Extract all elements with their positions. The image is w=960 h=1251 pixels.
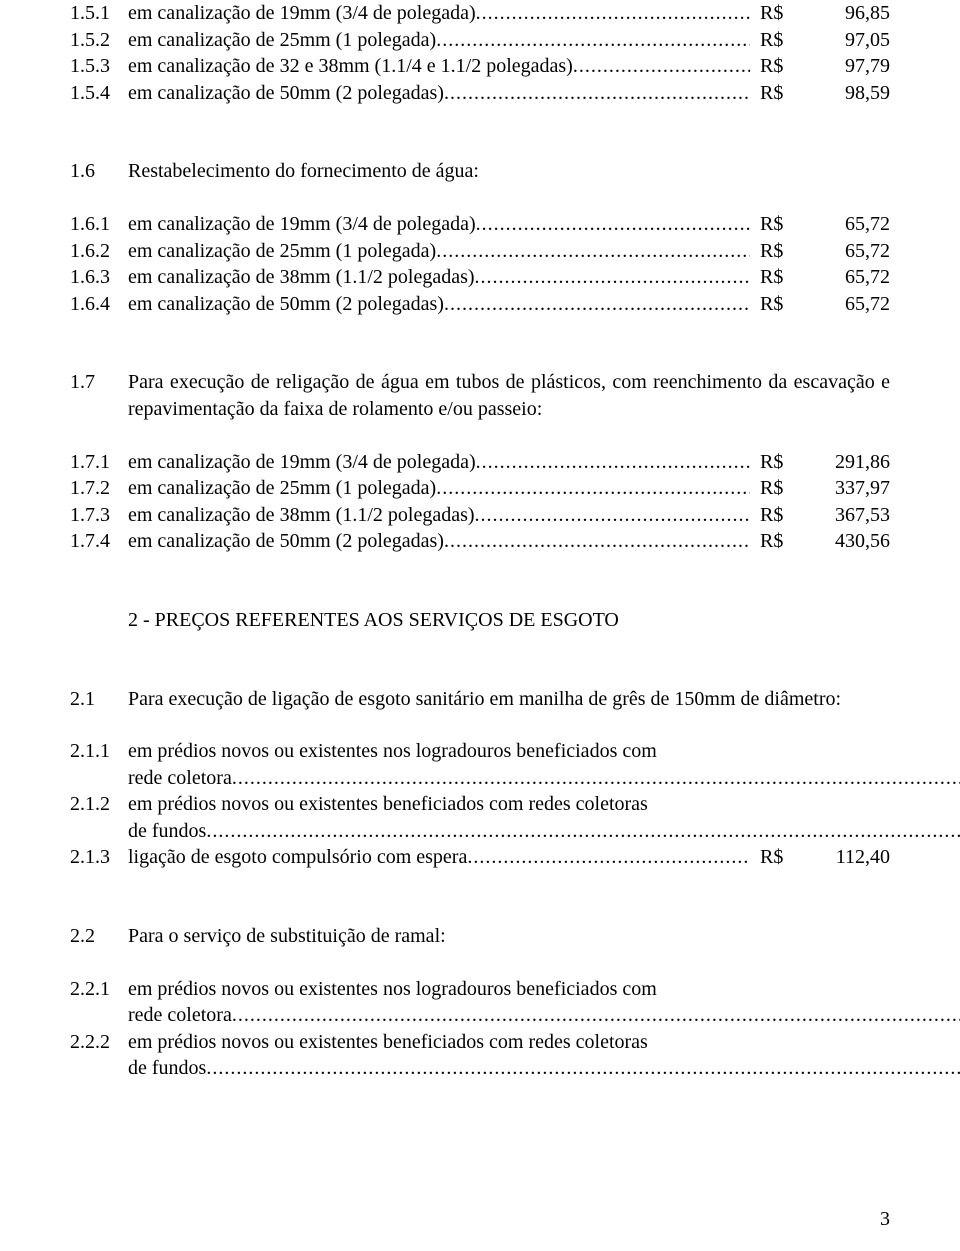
currency-label: R$ [750,211,810,238]
item-value: 97,05 [810,27,890,54]
item-desc: em canalização de 19mm (3/4 de polegada) [128,0,750,27]
section-heading: 2.1 Para execução de ligação de esgoto s… [70,686,890,713]
item-desc-line1: em prédios novos ou existentes beneficia… [128,791,960,818]
item-number: 1.5.2 [70,27,128,54]
item-number: 1.7.3 [70,502,128,529]
item-value: 98,59 [810,80,890,107]
price-row: 2.1.1 em prédios novos ou existentes nos… [70,738,890,791]
item-value: 65,72 [810,238,890,265]
price-row: 1.5.1 em canalização de 19mm (3/4 de pol… [70,0,890,27]
item-number: 1.6.4 [70,291,128,318]
price-row: 1.5.2 em canalização de 25mm (1 polegada… [70,27,890,54]
currency-label: R$ [750,475,810,502]
section-heading: 2.2 Para o serviço de substituição de ra… [70,923,890,950]
item-desc: em canalização de 38mm (1.1/2 polegadas) [128,264,750,291]
item-value: 96,85 [810,0,890,27]
item-number: 2.2.2 [70,1029,128,1082]
currency-label: R$ [750,27,810,54]
section-number: 1.6 [70,158,128,185]
section-text: Para execução de ligação de esgoto sanit… [128,686,890,713]
section-text: Para o serviço de substituição de ramal: [128,923,890,950]
item-number: 2.1.2 [70,791,128,844]
item-desc: em canalização de 38mm (1.1/2 polegadas) [128,502,750,529]
item-number: 2.1.3 [70,844,128,871]
price-row: 1.7.3 em canalização de 38mm (1.1/2 pole… [70,502,890,529]
item-desc-line2: de fundos [128,818,960,845]
item-value: 291,86 [810,449,890,476]
currency-label: R$ [750,844,810,871]
price-row: 2.1.3 ligação de esgoto compulsório com … [70,844,890,871]
item-number: 1.7.1 [70,449,128,476]
item-number: 1.6.3 [70,264,128,291]
item-desc: em canalização de 50mm (2 polegadas) [128,80,750,107]
price-row: 1.6.4 em canalização de 50mm (2 polegada… [70,291,890,318]
item-desc-line1: em prédios novos ou existentes beneficia… [128,1029,960,1056]
price-row: 2.2.1 em prédios novos ou existentes nos… [70,976,890,1029]
item-number: 1.6.1 [70,211,128,238]
currency-label: R$ [750,238,810,265]
section-heading: 1.6 Restabelecimento do fornecimento de … [70,158,890,185]
item-value: 112,40 [810,844,890,871]
page-number: 3 [880,1208,890,1231]
price-row: 1.6.2 em canalização de 25mm (1 polegada… [70,238,890,265]
item-desc: em canalização de 25mm (1 polegada) [128,27,750,54]
item-desc-line2: rede coletora [128,765,960,792]
document-page: 1.5.1 em canalização de 19mm (3/4 de pol… [0,0,960,1251]
item-desc-line2: rede coletora [128,1002,960,1029]
section-number: 2.2 [70,923,128,950]
item-number: 1.5.1 [70,0,128,27]
currency-label: R$ [750,528,810,555]
item-desc: em canalização de 19mm (3/4 de polegada) [128,211,750,238]
price-row: 1.5.4 em canalização de 50mm (2 polegada… [70,80,890,107]
item-value: 430,56 [810,528,890,555]
item-desc-line2: de fundos [128,1055,960,1082]
currency-label: R$ [750,0,810,27]
item-desc: em canalização de 50mm (2 polegadas) [128,291,750,318]
main-heading: 2 - PREÇOS REFERENTES AOS SERVIÇOS DE ES… [70,607,890,634]
currency-label: R$ [750,502,810,529]
item-number: 2.1.1 [70,738,128,791]
item-desc-line1: em prédios novos ou existentes nos logra… [128,976,960,1003]
item-number: 2.2.1 [70,976,128,1029]
item-number: 1.5.3 [70,53,128,80]
item-value: 367,53 [810,502,890,529]
price-row: 1.5.3 em canalização de 32 e 38mm (1.1/4… [70,53,890,80]
section-text: Restabelecimento do fornecimento de água… [128,158,890,185]
currency-label: R$ [750,53,810,80]
item-desc-line1: em prédios novos ou existentes nos logra… [128,738,960,765]
price-row: 2.2.2 em prédios novos ou existentes ben… [70,1029,890,1082]
price-row: 1.7.4 em canalização de 50mm (2 polegada… [70,528,890,555]
item-desc: em canalização de 19mm (3/4 de polegada) [128,449,750,476]
price-row: 2.1.2 em prédios novos ou existentes ben… [70,791,890,844]
currency-label: R$ [750,80,810,107]
item-number: 1.6.2 [70,238,128,265]
price-row: 1.7.1 em canalização de 19mm (3/4 de pol… [70,449,890,476]
item-value: 65,72 [810,211,890,238]
item-value: 65,72 [810,264,890,291]
item-number: 1.7.4 [70,528,128,555]
item-value: 337,97 [810,475,890,502]
item-desc: em canalização de 32 e 38mm (1.1/4 e 1.1… [128,53,750,80]
price-row: 1.7.2 em canalização de 25mm (1 polegada… [70,475,890,502]
currency-label: R$ [750,264,810,291]
item-value: 65,72 [810,291,890,318]
item-value: 97,79 [810,53,890,80]
price-row: 1.6.1 em canalização de 19mm (3/4 de pol… [70,211,890,238]
item-desc: em canalização de 50mm (2 polegadas) [128,528,750,555]
item-number: 1.7.2 [70,475,128,502]
price-row: 1.6.3 em canalização de 38mm (1.1/2 pole… [70,264,890,291]
currency-label: R$ [750,291,810,318]
section-number: 1.7 [70,369,128,396]
currency-label: R$ [750,449,810,476]
section-heading: 1.7 Para execução de religação de água e… [70,369,890,422]
item-desc: em canalização de 25mm (1 polegada) [128,475,750,502]
item-desc: em canalização de 25mm (1 polegada) [128,238,750,265]
item-number: 1.5.4 [70,80,128,107]
section-text: Para execução de religação de água em tu… [128,369,890,422]
section-number: 2.1 [70,686,128,713]
item-desc: ligação de esgoto compulsório com espera [128,844,750,871]
